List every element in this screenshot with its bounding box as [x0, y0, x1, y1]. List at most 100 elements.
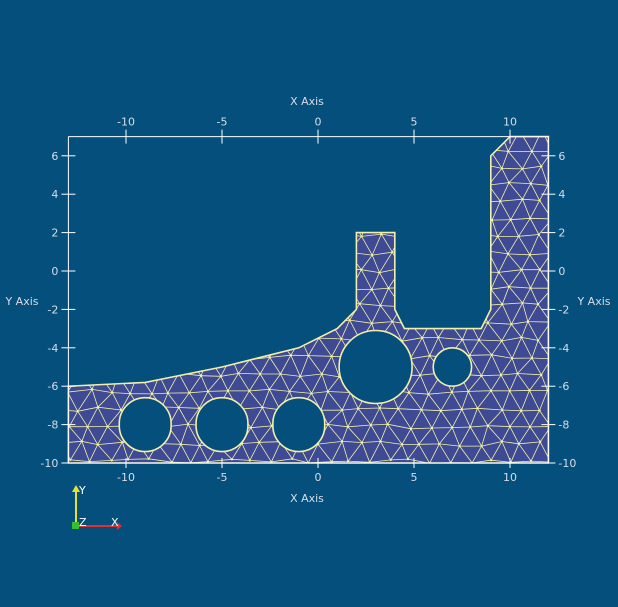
- mesh-node: [259, 167, 262, 170]
- mesh-node: [69, 458, 72, 461]
- mesh-node: [161, 405, 164, 409]
- mesh-node: [477, 130, 479, 132]
- mesh-node: [400, 374, 404, 377]
- mesh-node: [270, 181, 274, 184]
- mesh-node: [88, 215, 91, 218]
- y-tick-label-right: 2: [558, 227, 565, 240]
- mesh-node: [119, 233, 122, 236]
- mesh-node: [550, 425, 552, 427]
- mesh-node: [168, 148, 171, 151]
- mesh-node: [371, 253, 374, 257]
- mesh-node: [261, 132, 263, 134]
- mesh-node: [286, 285, 289, 288]
- mesh-node: [486, 424, 489, 427]
- mesh-node: [56, 133, 58, 135]
- mesh-node: [336, 302, 340, 305]
- mesh-node: [447, 251, 450, 254]
- mesh-node: [278, 408, 282, 411]
- mesh-node: [156, 442, 159, 445]
- mesh-node: [98, 339, 101, 342]
- mesh-node: [130, 183, 134, 186]
- y-axis-title-left: Y Axis: [4, 295, 38, 308]
- mesh-node: [297, 167, 300, 171]
- mesh-node: [430, 426, 434, 430]
- mesh-node: [250, 286, 253, 289]
- mesh-node: [529, 217, 532, 220]
- mesh-node: [158, 374, 161, 377]
- mesh-node: [119, 269, 123, 273]
- mesh-node: [317, 232, 320, 236]
- mesh-node: [270, 288, 273, 291]
- mesh-node: [296, 267, 300, 270]
- mesh-node: [138, 339, 141, 342]
- mesh-node: [179, 443, 183, 446]
- mesh-node: [189, 285, 193, 289]
- mesh-node: [129, 251, 133, 254]
- mesh-node: [90, 250, 93, 254]
- mesh-node: [107, 182, 110, 185]
- mesh-node: [538, 268, 541, 271]
- y-tick-label-left: -4: [47, 342, 58, 355]
- mesh-node: [259, 372, 262, 376]
- mesh-node: [399, 166, 403, 169]
- mesh-node: [276, 167, 279, 170]
- mesh-node: [237, 372, 240, 375]
- mesh-node: [550, 252, 552, 254]
- mesh-node: [136, 441, 139, 444]
- mesh-node: [340, 267, 343, 270]
- mesh-node: [210, 425, 213, 428]
- mesh-node: [528, 389, 531, 392]
- mesh-node: [356, 198, 359, 202]
- mesh-node: [340, 337, 343, 341]
- mesh-node: [296, 305, 300, 309]
- mesh-node: [397, 407, 400, 410]
- mesh-node: [277, 199, 280, 203]
- mesh-node: [60, 202, 62, 204]
- mesh-node: [156, 270, 159, 273]
- y-tick-label-left: -10: [40, 457, 58, 470]
- y-tick-label-left: 6: [51, 150, 58, 163]
- mesh-node: [518, 129, 520, 131]
- mesh-node: [301, 235, 304, 239]
- mesh-node: [329, 288, 332, 291]
- y-tick-label-left: -2: [47, 303, 58, 316]
- orientation-triad: X Y Z: [72, 484, 122, 530]
- mesh-node: [389, 458, 392, 462]
- mesh-node: [369, 423, 373, 427]
- mesh-node: [409, 218, 413, 221]
- mesh-node: [308, 422, 311, 426]
- triad-z-label: Z: [79, 516, 87, 529]
- mesh-node: [249, 319, 253, 322]
- mesh-node: [166, 391, 169, 395]
- mesh-node: [256, 304, 260, 308]
- mesh-node: [429, 321, 432, 325]
- mesh-node: [249, 184, 252, 187]
- mesh-node: [126, 458, 130, 461]
- mesh-node: [328, 217, 331, 220]
- mesh-node: [388, 353, 392, 356]
- mesh-node: [490, 459, 493, 462]
- mesh-node: [360, 235, 363, 238]
- mesh-node: [468, 354, 471, 357]
- mesh-node: [216, 444, 219, 447]
- mesh-node: [148, 219, 151, 222]
- mesh-node: [391, 250, 394, 254]
- mesh-node: [467, 390, 470, 393]
- mesh-node: [326, 390, 329, 393]
- mesh-node: [319, 166, 322, 169]
- mesh-node: [268, 388, 271, 391]
- mesh-node: [407, 249, 410, 253]
- x-axis-title-top: X Axis: [290, 95, 324, 108]
- mesh-node: [349, 288, 352, 291]
- mesh-node: [439, 409, 443, 412]
- mesh-node: [521, 198, 524, 201]
- mesh-node: [177, 406, 180, 409]
- mesh-node: [379, 304, 382, 307]
- mesh-node: [370, 150, 373, 153]
- mesh-node: [268, 356, 271, 359]
- mesh-node: [409, 182, 412, 186]
- mesh-node: [269, 218, 272, 221]
- mesh-node: [530, 150, 534, 153]
